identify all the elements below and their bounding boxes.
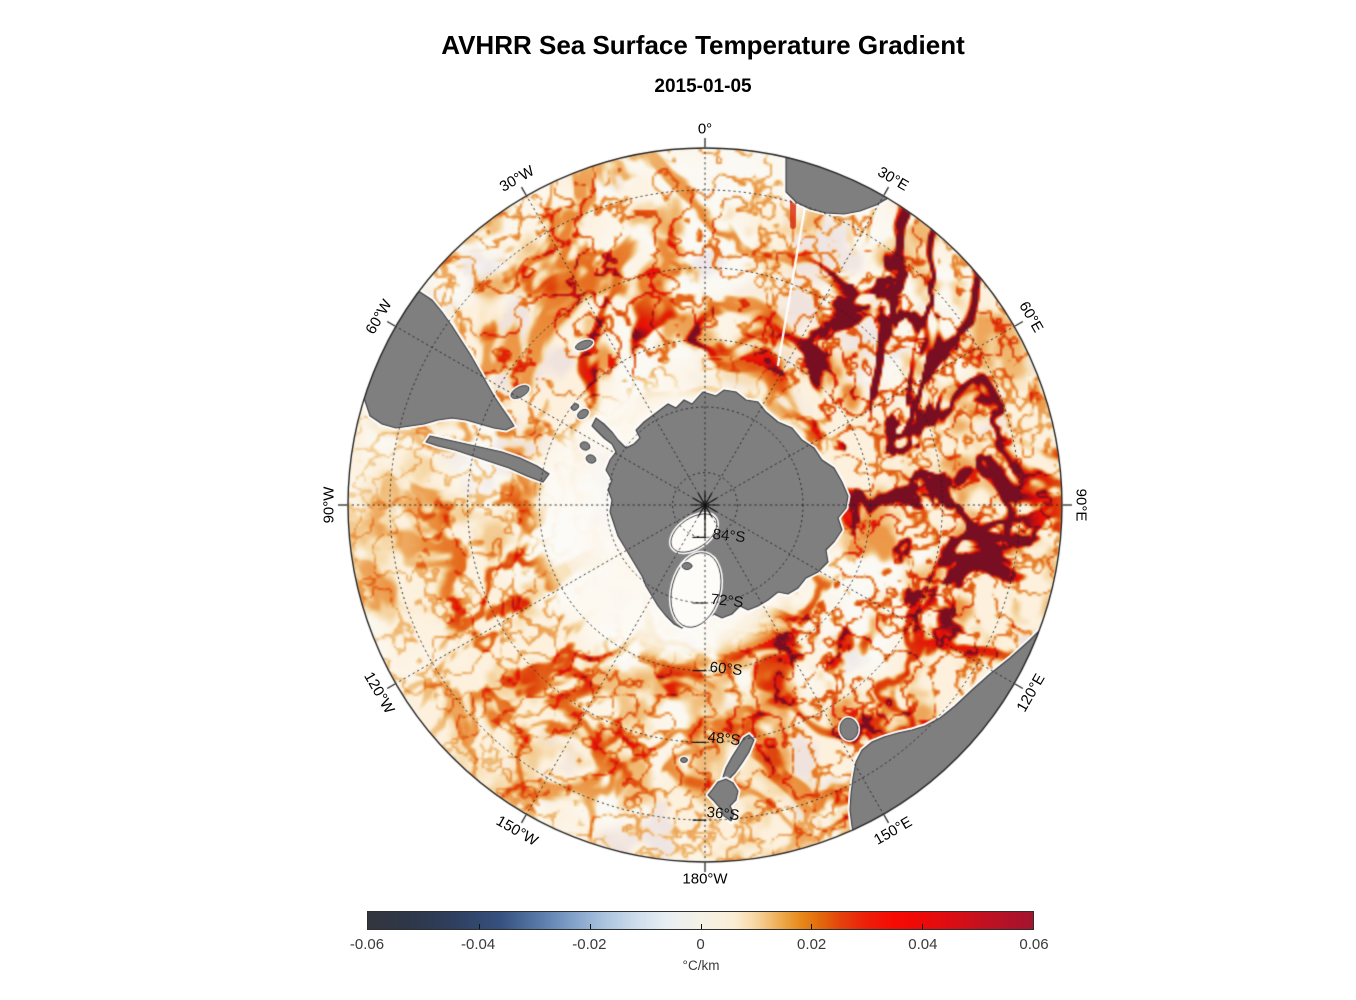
- parallel-label-48s: 48°S: [706, 728, 742, 750]
- meridian-label-0: 0°: [697, 120, 713, 138]
- colorbar: [367, 911, 1034, 930]
- meridian-label-180w: 180°W: [682, 870, 728, 888]
- colorbar-tick-labels: -0.06 -0.04 -0.02 0 0.02 0.04 0.06: [350, 936, 1049, 954]
- meridian-label-90e: 90°E: [1072, 488, 1090, 522]
- colorbar-tick-label: -0.02: [572, 936, 607, 953]
- colorbar-tick-label: -0.04: [461, 936, 496, 953]
- colorbar-tick: [589, 924, 591, 929]
- colorbar-tick-label: -0.06: [349, 936, 385, 953]
- parallel-label-60s: 60°S: [708, 658, 744, 680]
- colorbar-tick: [478, 924, 480, 929]
- meridian-label-90w: 90°W: [320, 486, 338, 524]
- colorbar-tick: [922, 924, 924, 929]
- colorbar-tick-label: 0.06: [1019, 936, 1049, 953]
- colorbar-tick-label: 0: [696, 936, 705, 953]
- figure-title: AVHRR Sea Surface Temperature Gradient: [441, 30, 965, 60]
- figure-date-subtitle: 2015-01-05: [654, 76, 752, 97]
- parallel-label-36s: 36°S: [705, 803, 741, 825]
- antarctic-sst-gradient-map: [330, 130, 1080, 880]
- parallel-label-84s: 84°S: [711, 525, 747, 547]
- colorbar-tick: [700, 924, 702, 929]
- colorbar-tick: [811, 924, 813, 929]
- colorbar-tick-label: 0.04: [908, 936, 938, 953]
- colorbar-tick-label: 0.02: [797, 936, 827, 953]
- colorbar-unit-label: °C/km: [682, 958, 720, 973]
- parallel-label-72s: 72°S: [709, 590, 745, 612]
